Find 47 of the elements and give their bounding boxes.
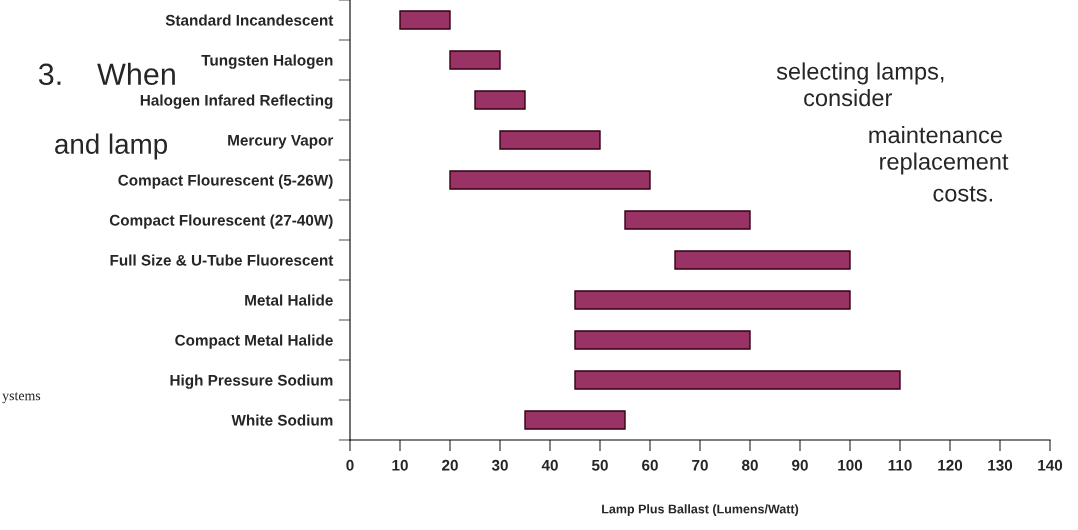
y-tick-label: Compact Metal Halide [175,334,333,349]
y-tick-label: Standard Incandescent [165,14,334,26]
x-tick-label: 60 [642,459,658,471]
text: and lamp [55,133,168,160]
x-tick-label: 0 [346,459,354,471]
bar [674,250,851,270]
bar [399,10,451,30]
y-tick-label: Halogen Infared Reflecting [140,94,333,109]
y-tick-label: High Pressure Sodium [170,374,333,389]
bar [624,210,751,230]
bar [449,170,651,190]
x-tick-label: 10 [392,459,408,471]
x-tick-label: 40 [541,459,558,471]
x-tick-label: 20 [442,459,458,471]
y-tick-label: Tungsten Halogen [201,54,333,69]
x-tick-label: 130 [988,459,1013,471]
bar [449,50,501,70]
annotation: selecting lamps, [776,62,944,85]
annotation: consider [804,88,892,107]
x-tick-label: 30 [491,459,508,471]
y-tick-label: Metal Halide [245,294,333,306]
x-tick-label: 110 [888,459,912,471]
text: ystems [2,392,41,404]
x-tick-label: 120 [938,459,963,471]
text: 3. [38,63,61,86]
x-tick-label: 100 [838,459,863,471]
y-tick-label: White Sodium [231,414,333,426]
y-tick-label: Compact Flourescent (27-40W) [109,214,333,229]
bar [574,370,901,390]
annotation: replacement [880,152,1009,175]
y-tick-label: Compact Flourescent (5-26W) [118,174,333,189]
annotation: maintenance [869,125,1002,144]
bar [474,90,526,110]
bar [574,330,751,350]
annotation: costs. [933,186,992,202]
x-axis-title: Lamp Plus Ballast (Lumens/Watt) [602,504,799,516]
text: When [97,62,175,86]
x-tick-label: 80 [741,459,758,471]
x-tick-label: 140 [1038,459,1063,471]
y-tick-label: Full Size & U-Tube Fluorescent [110,254,334,266]
x-tick-label: 90 [792,459,808,471]
y-tick-label: Mercury Vapor [228,135,334,149]
bar [574,290,851,310]
bar [524,410,626,430]
x-tick-label: 70 [692,459,708,471]
x-tick-label: 50 [591,459,608,471]
bar [499,130,601,150]
